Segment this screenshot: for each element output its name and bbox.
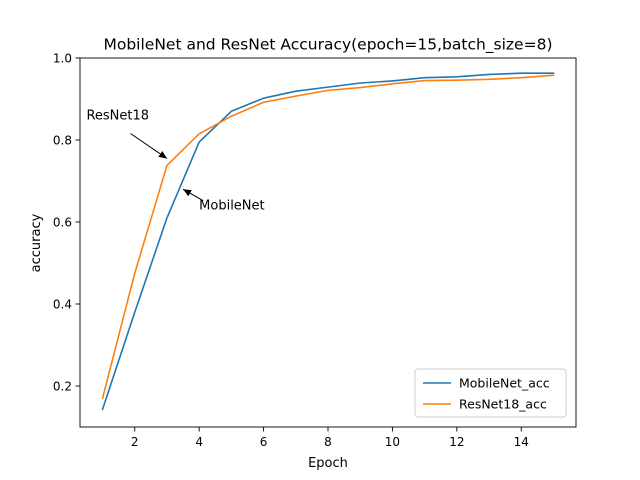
x-tick-label: 6 <box>260 435 268 449</box>
x-tick-label: 2 <box>131 435 139 449</box>
y-tick-label: 0.6 <box>53 216 72 230</box>
chart-title: MobileNet and ResNet Accuracy(epoch=15,b… <box>103 36 552 55</box>
x-tick-label: 4 <box>195 435 203 449</box>
legend-label: ResNet18_acc <box>459 397 547 412</box>
y-tick-label: 0.2 <box>53 380 72 394</box>
series-line-mobilenet-acc <box>101 72 555 411</box>
annotation-arrow-head <box>183 189 192 197</box>
series-line-resnet18-acc <box>101 74 555 400</box>
plot-area: 2 4 6 8 10 12 14 0.2 0.4 0.6 0.8 1.0 ResNet18 MobileN… <box>53 52 577 449</box>
y-tick-label: 1.0 <box>53 52 72 66</box>
x-axis-label: Epoch <box>308 456 348 471</box>
annotation-text: ResNet18 <box>86 109 149 124</box>
annotation-arrow-head <box>158 151 167 159</box>
y-tick-label: 0.8 <box>53 134 72 148</box>
x-tick-label: 12 <box>449 435 464 449</box>
legend-label: MobileNet_acc <box>459 376 550 391</box>
legend-box <box>414 368 567 418</box>
y-axis-label: accuracy <box>29 213 44 272</box>
annotation-text: MobileNet <box>199 199 264 214</box>
y-tick-label: 0.4 <box>53 298 72 312</box>
x-tick-label: 8 <box>324 435 332 449</box>
x-tick-label: 14 <box>514 435 529 449</box>
x-tick-label: 10 <box>385 435 400 449</box>
